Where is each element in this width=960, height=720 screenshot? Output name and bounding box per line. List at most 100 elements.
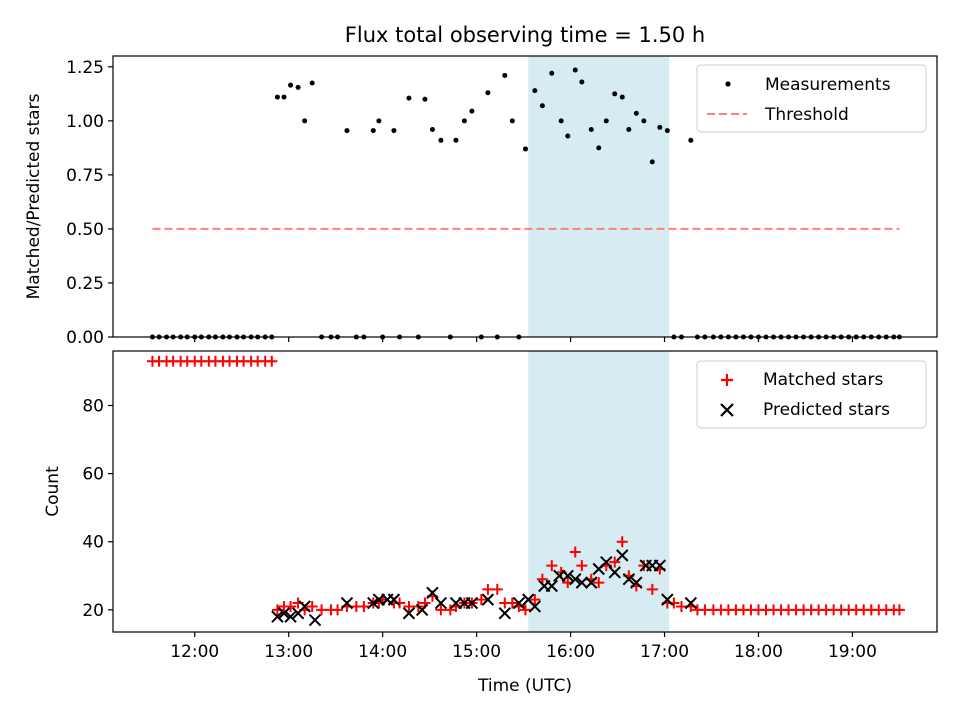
predicted-star-point xyxy=(684,596,698,610)
measurement-point xyxy=(309,80,315,86)
x-tick-label: 13:00 xyxy=(264,642,313,662)
predicted-star-point xyxy=(608,566,621,579)
predicted-star-point xyxy=(387,593,401,606)
measurement-point xyxy=(558,118,564,124)
predicted-star-point xyxy=(653,559,667,572)
measurement-point xyxy=(274,94,280,100)
chart-title: Flux total observing time = 1.50 h xyxy=(345,23,705,47)
bottom-y-ticks: 20 40 60 80 xyxy=(82,396,113,621)
measurement-point xyxy=(344,128,350,134)
measurement-point xyxy=(588,126,594,132)
predicted-star-point xyxy=(561,569,574,583)
top-x-ticks xyxy=(194,337,854,342)
predicted-star-point xyxy=(277,607,291,620)
measurement-point xyxy=(376,118,382,124)
bottom-y-tick-label: 80 xyxy=(82,396,104,416)
measurement-point xyxy=(461,118,467,124)
matched-star-point xyxy=(593,577,605,589)
matched-star-point xyxy=(616,536,628,548)
matched-star-point xyxy=(266,355,278,367)
measurement-point xyxy=(603,118,609,124)
matched-star-point xyxy=(444,604,456,616)
measurement-point xyxy=(572,67,578,73)
matched-star-point xyxy=(506,597,518,609)
matched-star-point xyxy=(306,600,318,612)
measurement-point xyxy=(633,110,639,116)
predicted-star-point xyxy=(545,579,558,593)
matched-star-point xyxy=(529,594,541,606)
measurement-point xyxy=(522,146,528,152)
predicted-star-point xyxy=(630,576,643,589)
predicted-star-point xyxy=(415,603,429,617)
predicted-star-point xyxy=(426,586,439,600)
x-tick-label: 12:00 xyxy=(170,642,219,662)
matched-star-point xyxy=(403,600,415,612)
matched-star-point xyxy=(638,560,650,572)
matched-star-point xyxy=(609,556,621,568)
predicted-star-point xyxy=(528,600,542,613)
predicted-star-point xyxy=(402,607,416,620)
predicted-star-point xyxy=(661,593,674,606)
top-y-tick-label: 0.50 xyxy=(66,220,104,240)
top-y-tick-label: 0.25 xyxy=(66,274,104,294)
predicted-star-point xyxy=(298,600,311,613)
top-observing-window xyxy=(528,56,670,337)
measurements-legend-marker xyxy=(725,81,731,87)
top-y-ticks: 0.00 0.25 0.50 0.75 1.00 1.25 xyxy=(66,58,113,348)
measurement-point xyxy=(438,137,444,143)
matched-star-point xyxy=(285,600,297,612)
measurement-point xyxy=(539,103,545,109)
predicted-star-point xyxy=(465,596,479,610)
top-axes-frame xyxy=(112,55,938,338)
measurements-legend-label: Measurements xyxy=(765,75,891,95)
measurement-point xyxy=(509,118,515,124)
matched-star-point xyxy=(546,560,558,572)
predicted-star-point xyxy=(575,576,589,589)
top-legend: Measurements Threshold xyxy=(696,64,927,133)
matched-star-point xyxy=(675,600,687,612)
measurement-point xyxy=(302,118,308,124)
bottom-y-tick-label: 40 xyxy=(82,533,104,553)
matched-star-point xyxy=(482,583,494,595)
measurement-point xyxy=(664,128,670,134)
bottom-x-ticks: 12:00 13:00 14:00 15:00 16:00 17:00 18:00 19:00 xyxy=(170,632,877,662)
top-y-tick-label: 0.75 xyxy=(66,166,104,186)
measurement-point xyxy=(288,82,294,88)
measurement-point xyxy=(596,145,602,151)
measurement-point xyxy=(641,118,647,124)
predicted-star-point xyxy=(616,549,629,562)
matched-star-point xyxy=(332,604,344,616)
predicted-star-point xyxy=(585,576,598,589)
measurement-point xyxy=(281,94,287,100)
measurement-point xyxy=(549,70,555,76)
predicted-legend-label: Predicted stars xyxy=(763,400,890,420)
matched-star-point xyxy=(475,594,487,606)
predicted-stars-series xyxy=(271,549,698,627)
measurement-point xyxy=(429,126,435,132)
bottom-legend-box xyxy=(696,360,927,429)
matched-star-point xyxy=(316,604,328,616)
measurement-point xyxy=(485,90,491,96)
threshold-legend-label: Threshold xyxy=(764,105,849,125)
top-panel: 0.00 0.25 0.50 0.75 1.00 1.25 Matched/Predict… xyxy=(24,55,938,348)
predicted-star-point xyxy=(367,596,380,610)
bottom-y-axis-label: Count xyxy=(43,466,63,517)
matched-star-point xyxy=(519,604,531,616)
top-y-tick-label: 1.00 xyxy=(66,112,104,132)
top-y-axis-label: Matched/Predicted stars xyxy=(24,93,44,299)
x-tick-label: 15:00 xyxy=(452,642,501,662)
matched-star-point xyxy=(576,560,588,572)
measurement-point xyxy=(626,126,632,132)
matched-star-point xyxy=(394,597,406,609)
x-axis-label: Time (UTC) xyxy=(477,676,572,696)
matched-star-point xyxy=(646,583,658,595)
predicted-star-point xyxy=(284,610,297,623)
measurement-point xyxy=(295,84,301,90)
matched-star-point xyxy=(358,600,370,612)
measurement-point xyxy=(657,124,663,130)
matched-star-point xyxy=(569,546,581,558)
measurement-point xyxy=(370,128,376,134)
predicted-star-point xyxy=(569,572,582,586)
matched-star-point xyxy=(893,604,905,616)
top-legend-box xyxy=(696,64,927,133)
